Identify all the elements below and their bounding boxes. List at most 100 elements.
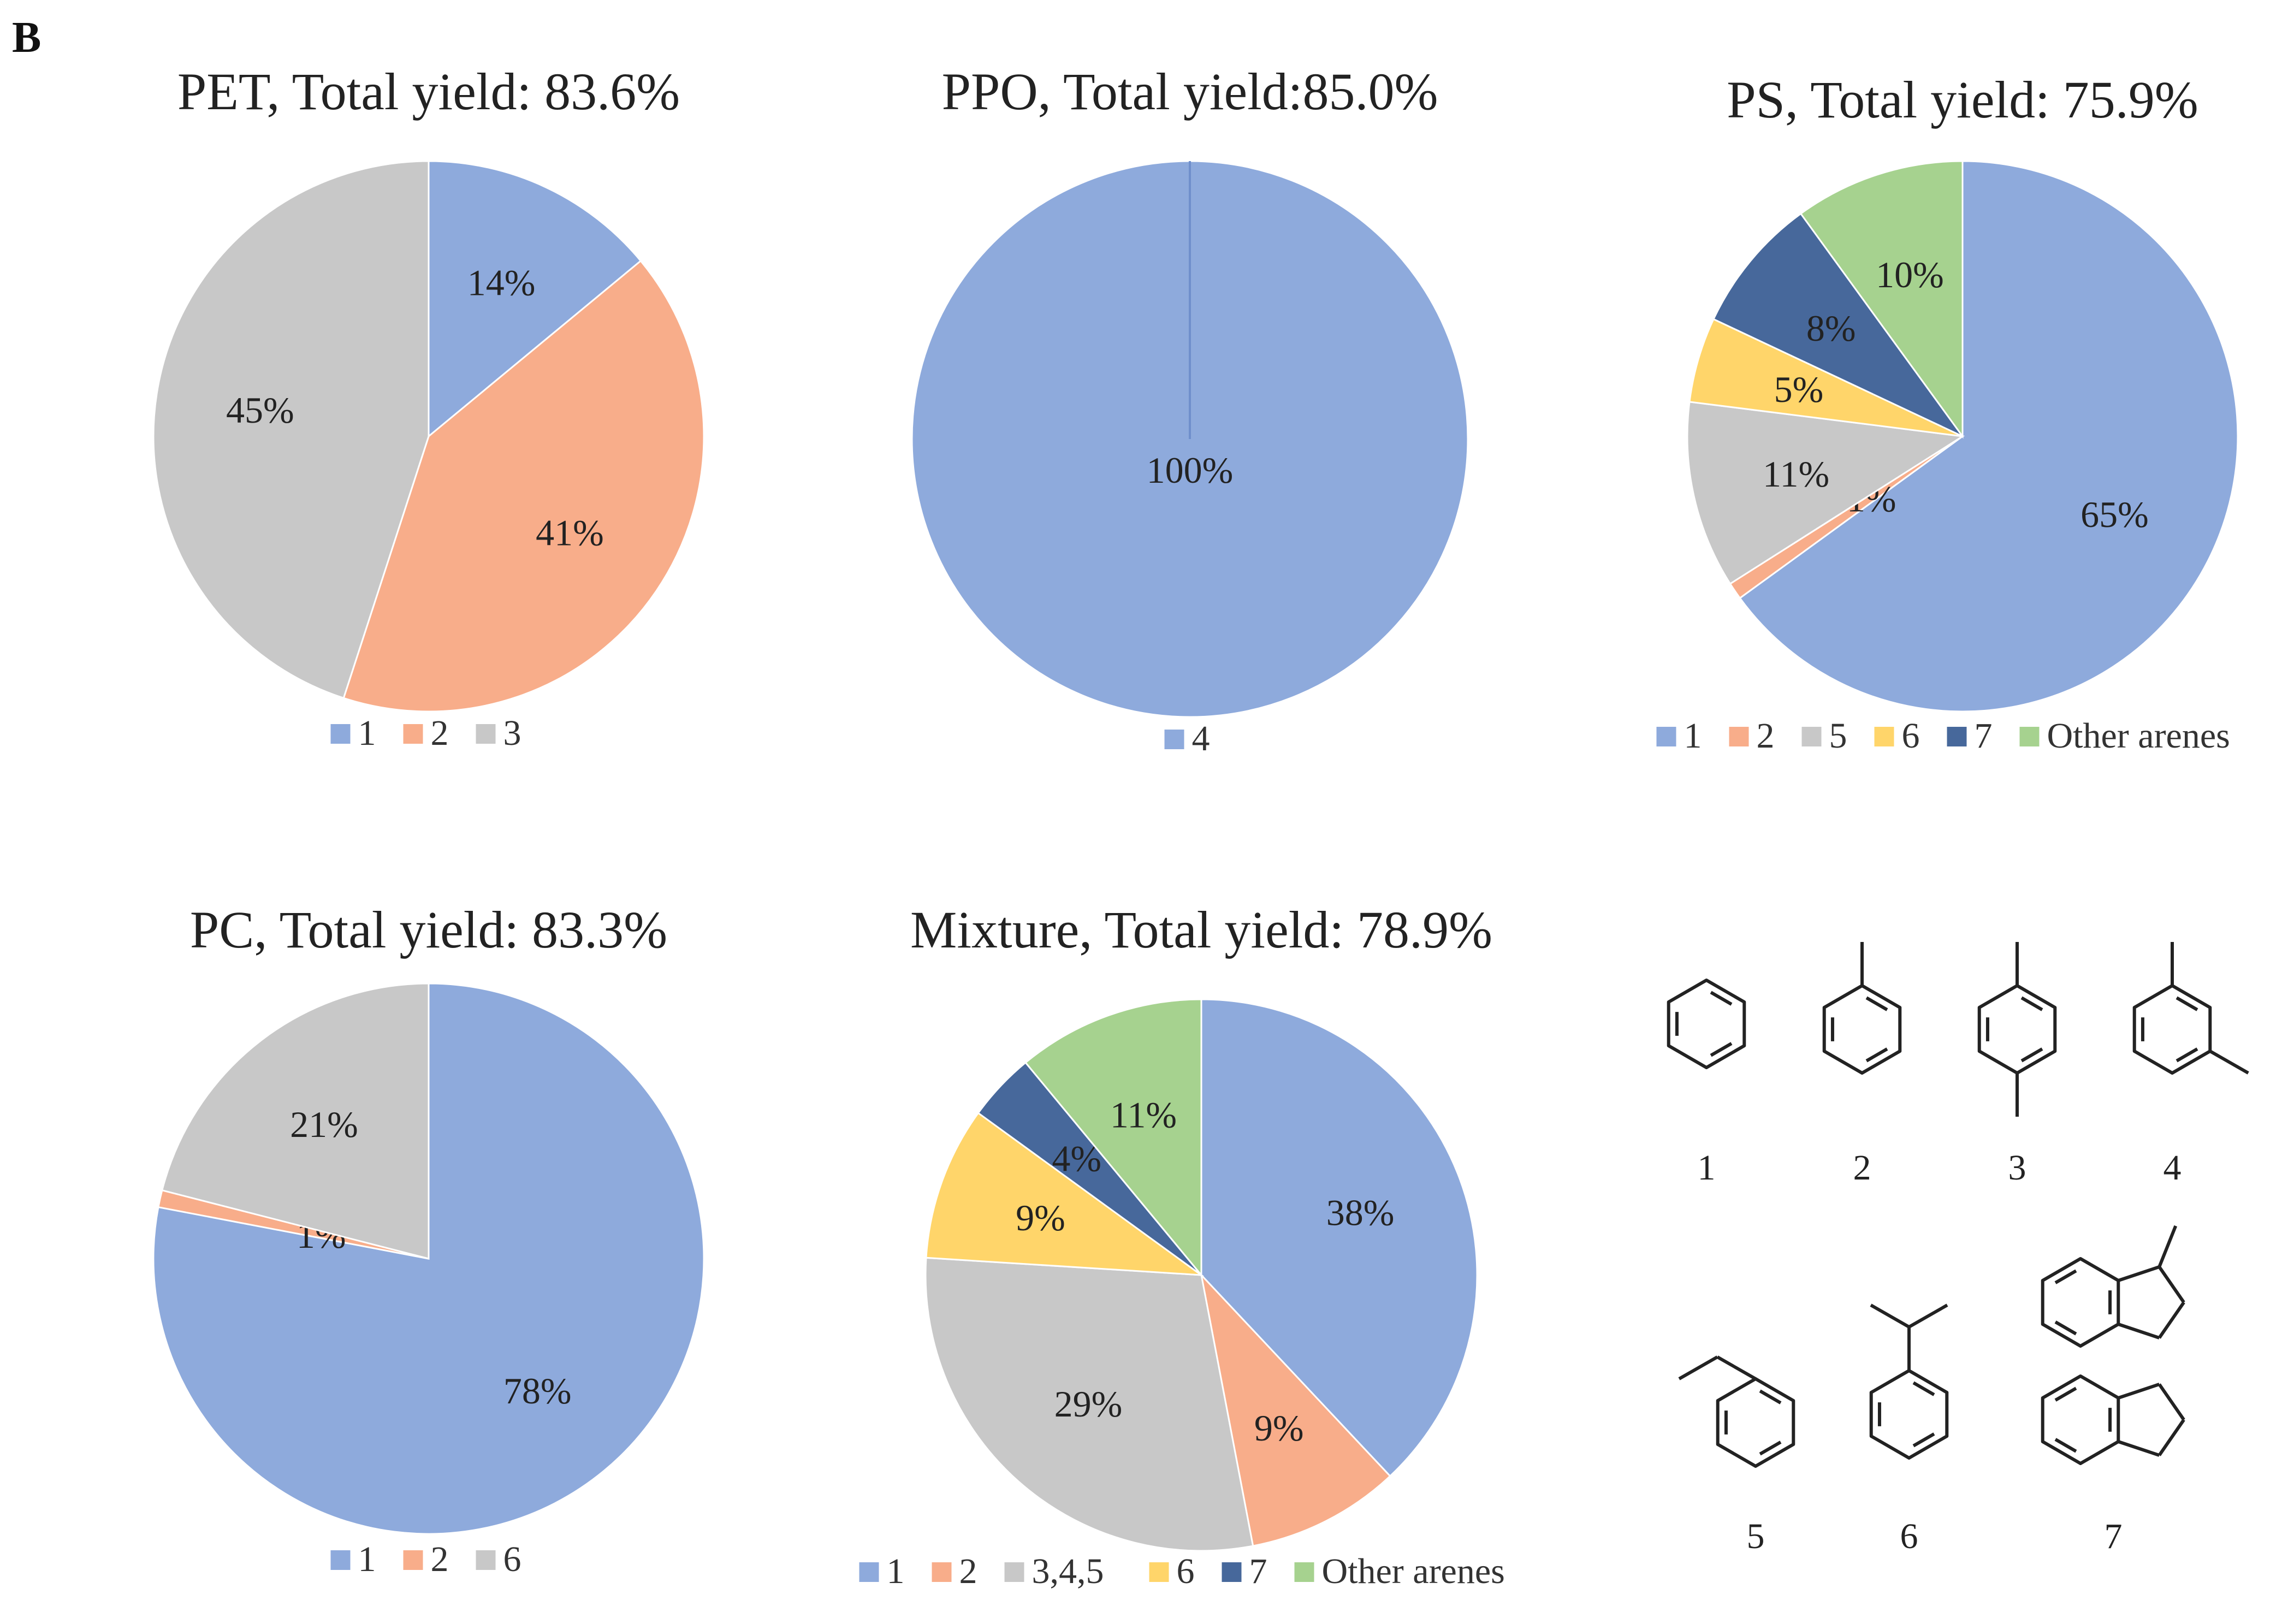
chart-title: PS, Total yield: 75.9% — [1727, 70, 2198, 129]
pie-slice — [161, 982, 430, 1260]
legend-label: Other arenes — [1322, 1551, 1505, 1591]
data-label: 11% — [1763, 453, 1829, 495]
legend-label: 6 — [1177, 1551, 1195, 1591]
legend-swatch — [476, 724, 496, 744]
data-label: 8% — [1806, 307, 1856, 349]
data-label: 5% — [1774, 369, 1824, 410]
structure-m-xylene — [2132, 942, 2249, 1075]
legend: 1 2 5 6 7 Other arenes — [1656, 716, 2230, 756]
pie-slice — [1739, 160, 2239, 713]
legend-label: 1 — [1684, 716, 1702, 756]
data-label: 65% — [2080, 494, 2149, 535]
legend-swatch — [2019, 727, 2040, 746]
legend-label: 6 — [503, 1539, 521, 1579]
pie-slice — [342, 259, 705, 713]
legend-swatch — [1729, 727, 1749, 746]
structure-cumene — [1869, 1303, 1949, 1460]
chart-title: Mixture, Total yield: 78.9% — [910, 900, 1492, 959]
chemical-structures: 1 2 3 4 5 6 7 — [1667, 942, 2249, 1556]
chart-title: PET, Total yield: 83.6% — [177, 62, 680, 121]
pie-slice — [1799, 160, 1964, 439]
chart-title: PPO, Total yield:85.0% — [942, 62, 1438, 121]
legend-label: 5 — [1829, 716, 1847, 756]
legend-label: 2 — [1757, 716, 1775, 756]
legend-label: Other arenes — [2047, 716, 2230, 756]
data-label: 29% — [1054, 1383, 1123, 1425]
legend-swatch — [403, 1550, 423, 1570]
pie-chart: PET, Total yield: 83.6% 14% 41% 45% 1 2 3 — [152, 62, 705, 753]
legend-swatch — [330, 724, 351, 744]
structure-label: 4 — [2163, 1148, 2182, 1188]
pie-slice — [1024, 998, 1202, 1278]
data-label: 21% — [290, 1104, 358, 1145]
data-label: 41% — [536, 512, 604, 554]
legend-label: 2 — [431, 1539, 449, 1579]
structure-label: 3 — [2008, 1148, 2026, 1188]
structure-label: 2 — [1853, 1148, 1871, 1188]
structure-p-xylene — [1977, 942, 2057, 1117]
legend-swatch — [1294, 1562, 1314, 1582]
legend-swatch — [1149, 1562, 1169, 1582]
pie-slice — [924, 1256, 1254, 1552]
data-label: 10% — [1876, 254, 1944, 295]
legend-label: 7 — [1975, 716, 1993, 756]
legend-label: 1 — [358, 1539, 376, 1579]
legend-swatch — [932, 1562, 952, 1582]
structure-methylindane — [2041, 1225, 2185, 1348]
legend-label: 1 — [358, 713, 376, 753]
structure-indane — [2041, 1374, 2185, 1465]
structure-label: 7 — [2105, 1516, 2123, 1556]
pie-chart: PPO, Total yield:85.0% 100% 4 — [911, 62, 1469, 758]
legend-swatch — [476, 1550, 496, 1570]
structure-label: 1 — [1698, 1148, 1716, 1188]
pie-slice — [1688, 318, 1963, 437]
pie-chart: PC, Total yield: 83.3%78%1%21%1 2 6 — [152, 900, 705, 1579]
pie-chart: PS, Total yield: 75.9%65%1%11%5%8%10%1 2 5… — [1656, 70, 2239, 756]
legend-label: 2 — [431, 713, 449, 753]
legend: 1 2 3,4,5 6 7 Other arenes — [859, 1551, 1505, 1591]
legend-label: 1 — [887, 1551, 905, 1591]
pie-slice — [428, 160, 642, 438]
legend-swatch — [1164, 730, 1184, 749]
legend: 1 2 3 — [330, 713, 521, 753]
legend-label: 7 — [1249, 1551, 1267, 1591]
legend-label: 3,4,5 — [1032, 1551, 1104, 1591]
chart-title: PC, Total yield: 83.3% — [190, 900, 667, 959]
legend-swatch — [1801, 727, 1822, 746]
legend-swatch — [859, 1562, 879, 1582]
data-label: 45% — [226, 389, 294, 431]
data-label: 100% — [1147, 449, 1234, 491]
pie-chart: Mixture, Total yield: 78.9%38%9%29%9%4%1… — [859, 900, 1505, 1591]
pie-slice — [152, 160, 430, 700]
structure-label: 5 — [1747, 1516, 1765, 1556]
legend-label: 3 — [503, 713, 521, 753]
legend-swatch — [330, 1550, 351, 1570]
panel-label: B — [12, 14, 41, 62]
data-label: 78% — [503, 1370, 572, 1412]
legend-swatch — [403, 724, 423, 744]
legend-label: 2 — [959, 1551, 977, 1591]
structure-toluene — [1822, 942, 1902, 1075]
pie-charts: PET, Total yield: 83.6%14%41%45%1 2 3PPO, … — [152, 62, 2239, 1591]
data-label: 11% — [1110, 1094, 1177, 1135]
legend-label: 6 — [1902, 716, 1920, 756]
pie-slice — [152, 982, 705, 1535]
legend-swatch — [1947, 727, 1967, 746]
pie-slice — [1200, 998, 1478, 1478]
pie-slice — [1200, 1272, 1391, 1547]
structure-ethylbenzene — [1678, 1355, 1795, 1468]
data-label: 38% — [1326, 1192, 1395, 1234]
legend-swatch — [1656, 727, 1676, 746]
legend: 1 2 6 — [330, 1539, 521, 1579]
legend-swatch — [1004, 1562, 1024, 1582]
pie-slice — [1686, 401, 1965, 585]
pie-slice — [1712, 212, 1964, 437]
data-label: 14% — [467, 262, 536, 303]
pie-slice — [925, 1112, 1205, 1276]
structure-benzene — [1667, 979, 1746, 1069]
legend-label: 4 — [1192, 719, 1210, 758]
legend: 4 — [1164, 719, 1210, 758]
legend-swatch — [1222, 1562, 1242, 1582]
data-label: 9% — [1016, 1197, 1065, 1238]
